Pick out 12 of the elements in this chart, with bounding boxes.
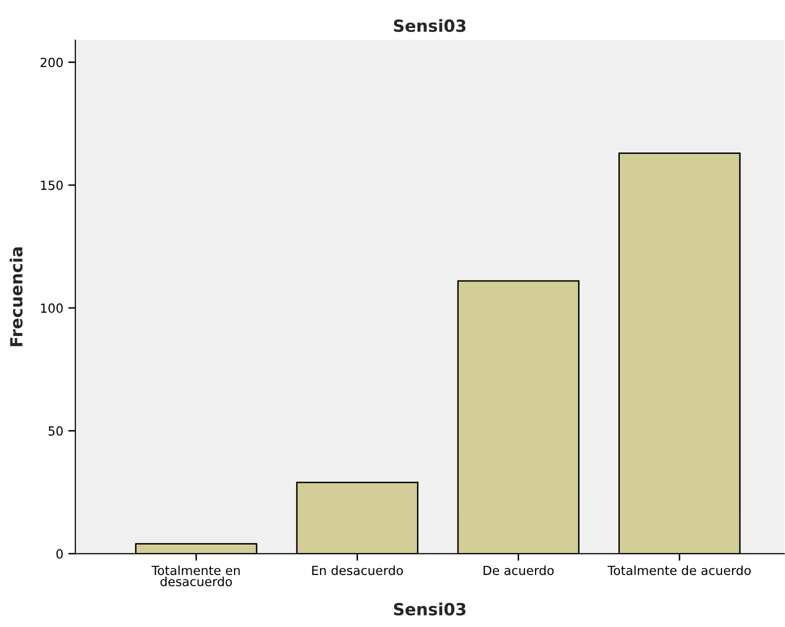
x-tick-label: De acuerdo [484, 565, 554, 576]
y-tick-label: 200 [40, 58, 63, 68]
chart-title: Sensi03 [394, 19, 466, 32]
y-axis-title: Frecuencia [10, 247, 23, 346]
x-tick-label: Totalmente de acuerdo [608, 565, 751, 576]
y-tick-label: 0 [56, 549, 63, 559]
y-tick-label: 150 [41, 180, 63, 190]
x-tick-label: En desacuerdo [312, 565, 403, 576]
x-axis-title: Sensi03 [394, 602, 466, 616]
y-tick-label: 100 [41, 303, 63, 313]
y-tick-label: 50 [48, 426, 63, 436]
x-tick-label: Totalmente en desacuerdo [152, 565, 240, 586]
